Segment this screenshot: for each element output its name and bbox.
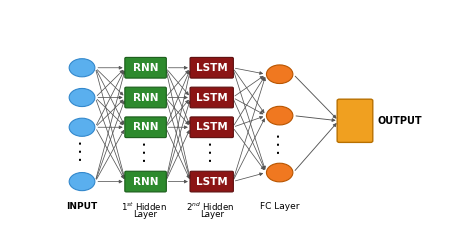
Text: LSTM: LSTM	[196, 92, 228, 103]
Text: RNN: RNN	[133, 122, 158, 132]
FancyBboxPatch shape	[190, 117, 233, 138]
Text: · · ·: · · ·	[274, 134, 285, 154]
FancyBboxPatch shape	[190, 87, 233, 108]
Text: Layer: Layer	[200, 210, 224, 219]
Text: RNN: RNN	[133, 92, 158, 103]
Text: LSTM: LSTM	[196, 63, 228, 73]
Text: · · ·: · · ·	[77, 140, 87, 161]
Circle shape	[266, 106, 293, 125]
Circle shape	[69, 118, 95, 136]
Circle shape	[266, 65, 293, 83]
FancyBboxPatch shape	[125, 87, 166, 108]
FancyBboxPatch shape	[125, 171, 166, 192]
Text: $1^{st}$ Hidden: $1^{st}$ Hidden	[121, 201, 167, 213]
Text: $2^{nd}$ Hidden: $2^{nd}$ Hidden	[186, 201, 234, 213]
Text: · · ·: · · ·	[207, 141, 217, 162]
Text: FC Layer: FC Layer	[260, 202, 300, 211]
Circle shape	[69, 59, 95, 77]
FancyBboxPatch shape	[125, 57, 166, 78]
FancyBboxPatch shape	[337, 99, 373, 142]
Text: Layer: Layer	[134, 210, 157, 219]
Text: INPUT: INPUT	[66, 202, 98, 211]
FancyBboxPatch shape	[190, 171, 233, 192]
Text: RNN: RNN	[133, 63, 158, 73]
Circle shape	[69, 88, 95, 107]
Text: RNN: RNN	[133, 177, 158, 186]
Text: LSTM: LSTM	[196, 122, 228, 132]
FancyBboxPatch shape	[190, 57, 233, 78]
FancyBboxPatch shape	[125, 117, 166, 138]
Text: · · ·: · · ·	[141, 141, 151, 162]
Circle shape	[69, 173, 95, 191]
Text: OUTPUT: OUTPUT	[377, 116, 422, 126]
Circle shape	[266, 163, 293, 182]
Text: LSTM: LSTM	[196, 177, 228, 186]
